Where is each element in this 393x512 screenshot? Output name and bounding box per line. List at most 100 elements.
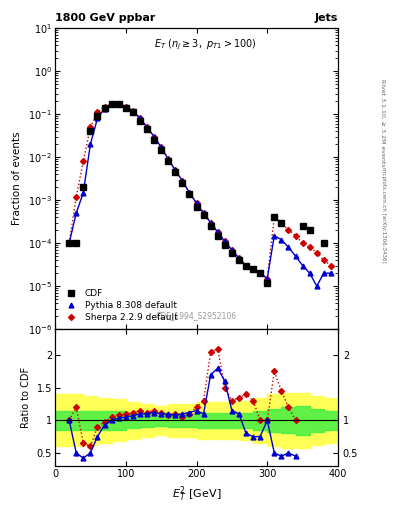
- CDF: [123, 105, 128, 111]
- Pythia 8.308 default: [145, 124, 149, 130]
- Text: CDF_1994_S2952106: CDF_1994_S2952106: [156, 311, 237, 320]
- Y-axis label: Fraction of events: Fraction of events: [13, 132, 22, 225]
- Sherpa 2.2.9 default: [130, 108, 135, 114]
- Sherpa 2.2.9 default: [138, 115, 142, 121]
- Sherpa 2.2.9 default: [166, 156, 171, 162]
- CDF: [95, 113, 100, 119]
- CDF: [194, 204, 199, 210]
- Sherpa 2.2.9 default: [180, 178, 185, 184]
- Pythia 8.308 default: [102, 105, 107, 112]
- Text: $E_T\ (n_j \geq 3,\ p_{T1}>100)$: $E_T\ (n_j \geq 3,\ p_{T1}>100)$: [154, 37, 256, 52]
- Sherpa 2.2.9 default: [329, 263, 333, 269]
- Pythia 8.308 default: [180, 178, 185, 184]
- Pythia 8.308 default: [88, 141, 93, 147]
- CDF: [102, 105, 107, 111]
- Sherpa 2.2.9 default: [215, 229, 220, 235]
- CDF: [145, 126, 149, 132]
- CDF: [300, 223, 305, 229]
- Pythia 8.308 default: [329, 270, 333, 276]
- Line: Sherpa 2.2.9 default: Sherpa 2.2.9 default: [67, 101, 333, 281]
- Y-axis label: Ratio to CDF: Ratio to CDF: [21, 367, 31, 428]
- Line: Pythia 8.308 default: Pythia 8.308 default: [67, 101, 333, 289]
- Pythia 8.308 default: [265, 275, 270, 282]
- CDF: [321, 240, 326, 246]
- CDF: [244, 263, 248, 269]
- Pythia 8.308 default: [244, 263, 248, 269]
- Sherpa 2.2.9 default: [116, 101, 121, 107]
- Sherpa 2.2.9 default: [251, 266, 255, 272]
- Pythia 8.308 default: [300, 263, 305, 269]
- CDF: [138, 118, 142, 124]
- CDF: [166, 158, 171, 164]
- CDF: [222, 242, 227, 248]
- Sherpa 2.2.9 default: [109, 101, 114, 108]
- Pythia 8.308 default: [293, 253, 298, 259]
- Sherpa 2.2.9 default: [321, 257, 326, 263]
- Sherpa 2.2.9 default: [265, 275, 270, 282]
- CDF: [307, 227, 312, 233]
- Pythia 8.308 default: [286, 244, 291, 250]
- Pythia 8.308 default: [194, 200, 199, 206]
- Pythia 8.308 default: [215, 229, 220, 235]
- CDF: [173, 169, 178, 175]
- Pythia 8.308 default: [230, 247, 234, 253]
- Pythia 8.308 default: [272, 232, 277, 239]
- Pythia 8.308 default: [258, 270, 263, 276]
- Sherpa 2.2.9 default: [152, 134, 156, 140]
- Sherpa 2.2.9 default: [201, 210, 206, 216]
- Pythia 8.308 default: [116, 101, 121, 107]
- CDF: [201, 212, 206, 218]
- CDF: [230, 249, 234, 255]
- Pythia 8.308 default: [314, 283, 319, 289]
- CDF: [130, 109, 135, 115]
- Sherpa 2.2.9 default: [293, 232, 298, 239]
- Sherpa 2.2.9 default: [145, 124, 149, 130]
- Sherpa 2.2.9 default: [88, 124, 93, 130]
- Pythia 8.308 default: [251, 266, 255, 272]
- Pythia 8.308 default: [307, 270, 312, 276]
- Legend: CDF, Pythia 8.308 default, Sherpa 2.2.9 default: CDF, Pythia 8.308 default, Sherpa 2.2.9 …: [59, 287, 180, 325]
- Sherpa 2.2.9 default: [208, 220, 213, 226]
- Sherpa 2.2.9 default: [173, 167, 178, 173]
- Sherpa 2.2.9 default: [187, 189, 192, 196]
- CDF: [237, 257, 241, 263]
- Pythia 8.308 default: [187, 189, 192, 196]
- Pythia 8.308 default: [95, 115, 100, 121]
- Sherpa 2.2.9 default: [74, 194, 79, 200]
- Line: CDF: CDF: [66, 101, 327, 286]
- Pythia 8.308 default: [159, 144, 163, 151]
- Text: mcplots.cern.ch [arXiv:1306.3436]: mcplots.cern.ch [arXiv:1306.3436]: [381, 167, 386, 263]
- Sherpa 2.2.9 default: [314, 249, 319, 255]
- Pythia 8.308 default: [152, 134, 156, 140]
- CDF: [265, 280, 270, 286]
- Pythia 8.308 default: [201, 210, 206, 216]
- CDF: [109, 101, 114, 108]
- Pythia 8.308 default: [74, 210, 79, 216]
- Sherpa 2.2.9 default: [307, 244, 312, 250]
- Text: Jets: Jets: [315, 13, 338, 23]
- CDF: [258, 270, 263, 276]
- CDF: [81, 184, 86, 190]
- Pythia 8.308 default: [166, 156, 171, 162]
- Pythia 8.308 default: [138, 115, 142, 121]
- Sherpa 2.2.9 default: [237, 255, 241, 261]
- Sherpa 2.2.9 default: [123, 103, 128, 110]
- CDF: [159, 146, 163, 153]
- CDF: [88, 128, 93, 134]
- Pythia 8.308 default: [130, 108, 135, 114]
- Pythia 8.308 default: [109, 101, 114, 108]
- Sherpa 2.2.9 default: [279, 220, 284, 226]
- X-axis label: $E_T^2$ [GeV]: $E_T^2$ [GeV]: [172, 484, 221, 504]
- Sherpa 2.2.9 default: [95, 109, 100, 115]
- Pythia 8.308 default: [81, 189, 86, 196]
- CDF: [215, 232, 220, 239]
- Pythia 8.308 default: [237, 255, 241, 261]
- Sherpa 2.2.9 default: [230, 247, 234, 253]
- Text: 1800 GeV ppbar: 1800 GeV ppbar: [55, 13, 155, 23]
- Pythia 8.308 default: [67, 240, 72, 246]
- CDF: [251, 266, 255, 272]
- Sherpa 2.2.9 default: [222, 238, 227, 244]
- CDF: [187, 191, 192, 197]
- Pythia 8.308 default: [173, 167, 178, 173]
- Sherpa 2.2.9 default: [300, 240, 305, 246]
